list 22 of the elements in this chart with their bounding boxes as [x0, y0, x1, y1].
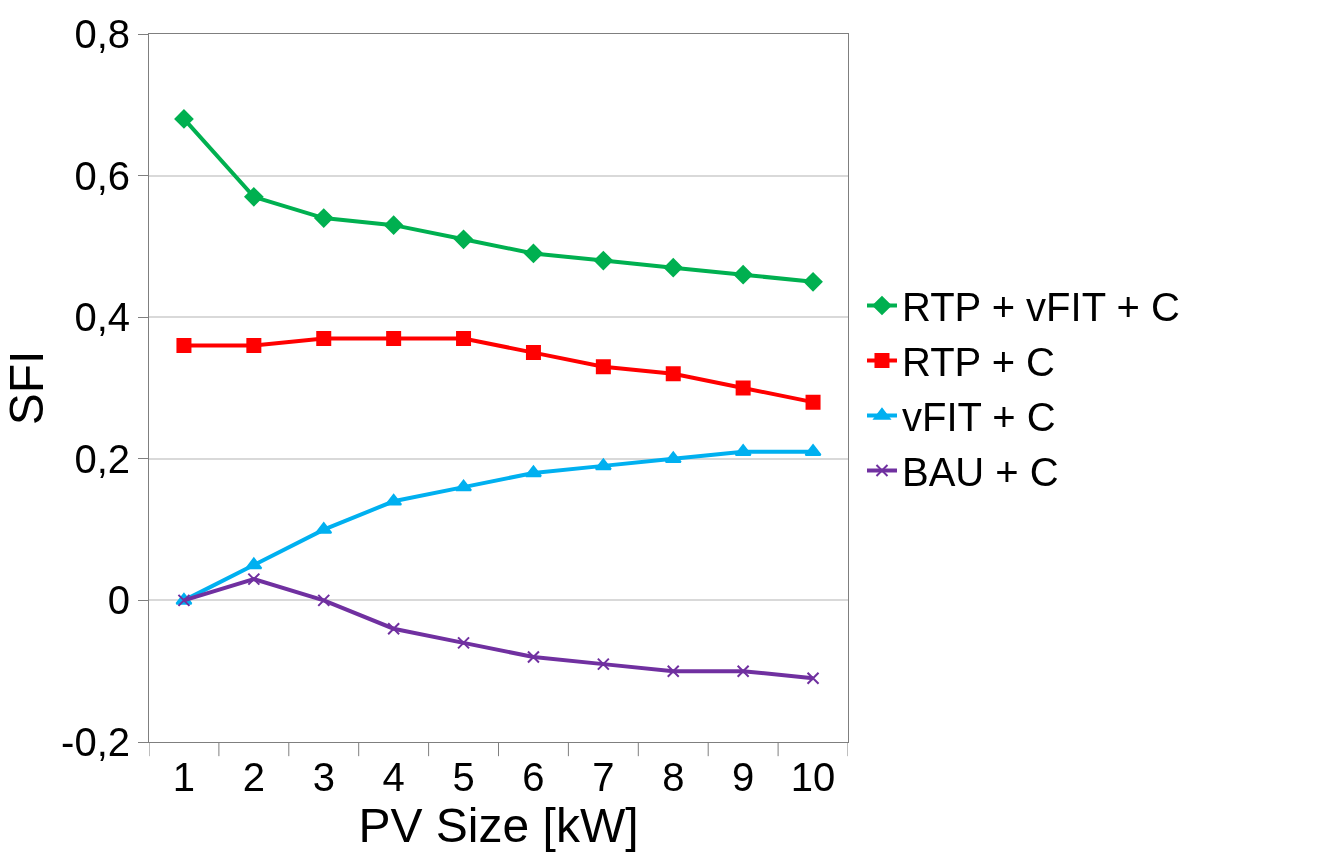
y-tick-label: 0,4: [74, 295, 130, 340]
x-axis-title: PV Size [kW]: [358, 799, 639, 853]
x-tick-label: 6: [522, 755, 545, 799]
y-axis-title: SFI: [0, 350, 53, 426]
x-tick-label: 2: [242, 755, 265, 799]
legend-label: vFIT + C: [901, 395, 1056, 440]
x-tick-label: 1: [172, 755, 196, 799]
x-tick-label: 10: [790, 755, 836, 799]
y-tick-label: 0,6: [74, 153, 130, 198]
x-tick-label: 7: [592, 755, 615, 799]
y-tick-label: 0: [107, 578, 130, 623]
legend-label: BAU + C: [901, 450, 1059, 495]
x-tick-label: 8: [662, 755, 685, 799]
x-tick-label: 5: [452, 755, 475, 799]
legend-label: RTP + vFIT + C: [901, 285, 1180, 330]
legend-label: RTP + C: [901, 340, 1056, 385]
y-tick-label: -0,2: [61, 720, 130, 764]
y-tick-label: 0,2: [74, 436, 130, 481]
x-tick-label: 9: [732, 755, 755, 799]
x-tick-label: 4: [382, 755, 405, 799]
y-tick-label: 0,8: [74, 12, 130, 56]
x-tick-label: 3: [312, 755, 335, 799]
